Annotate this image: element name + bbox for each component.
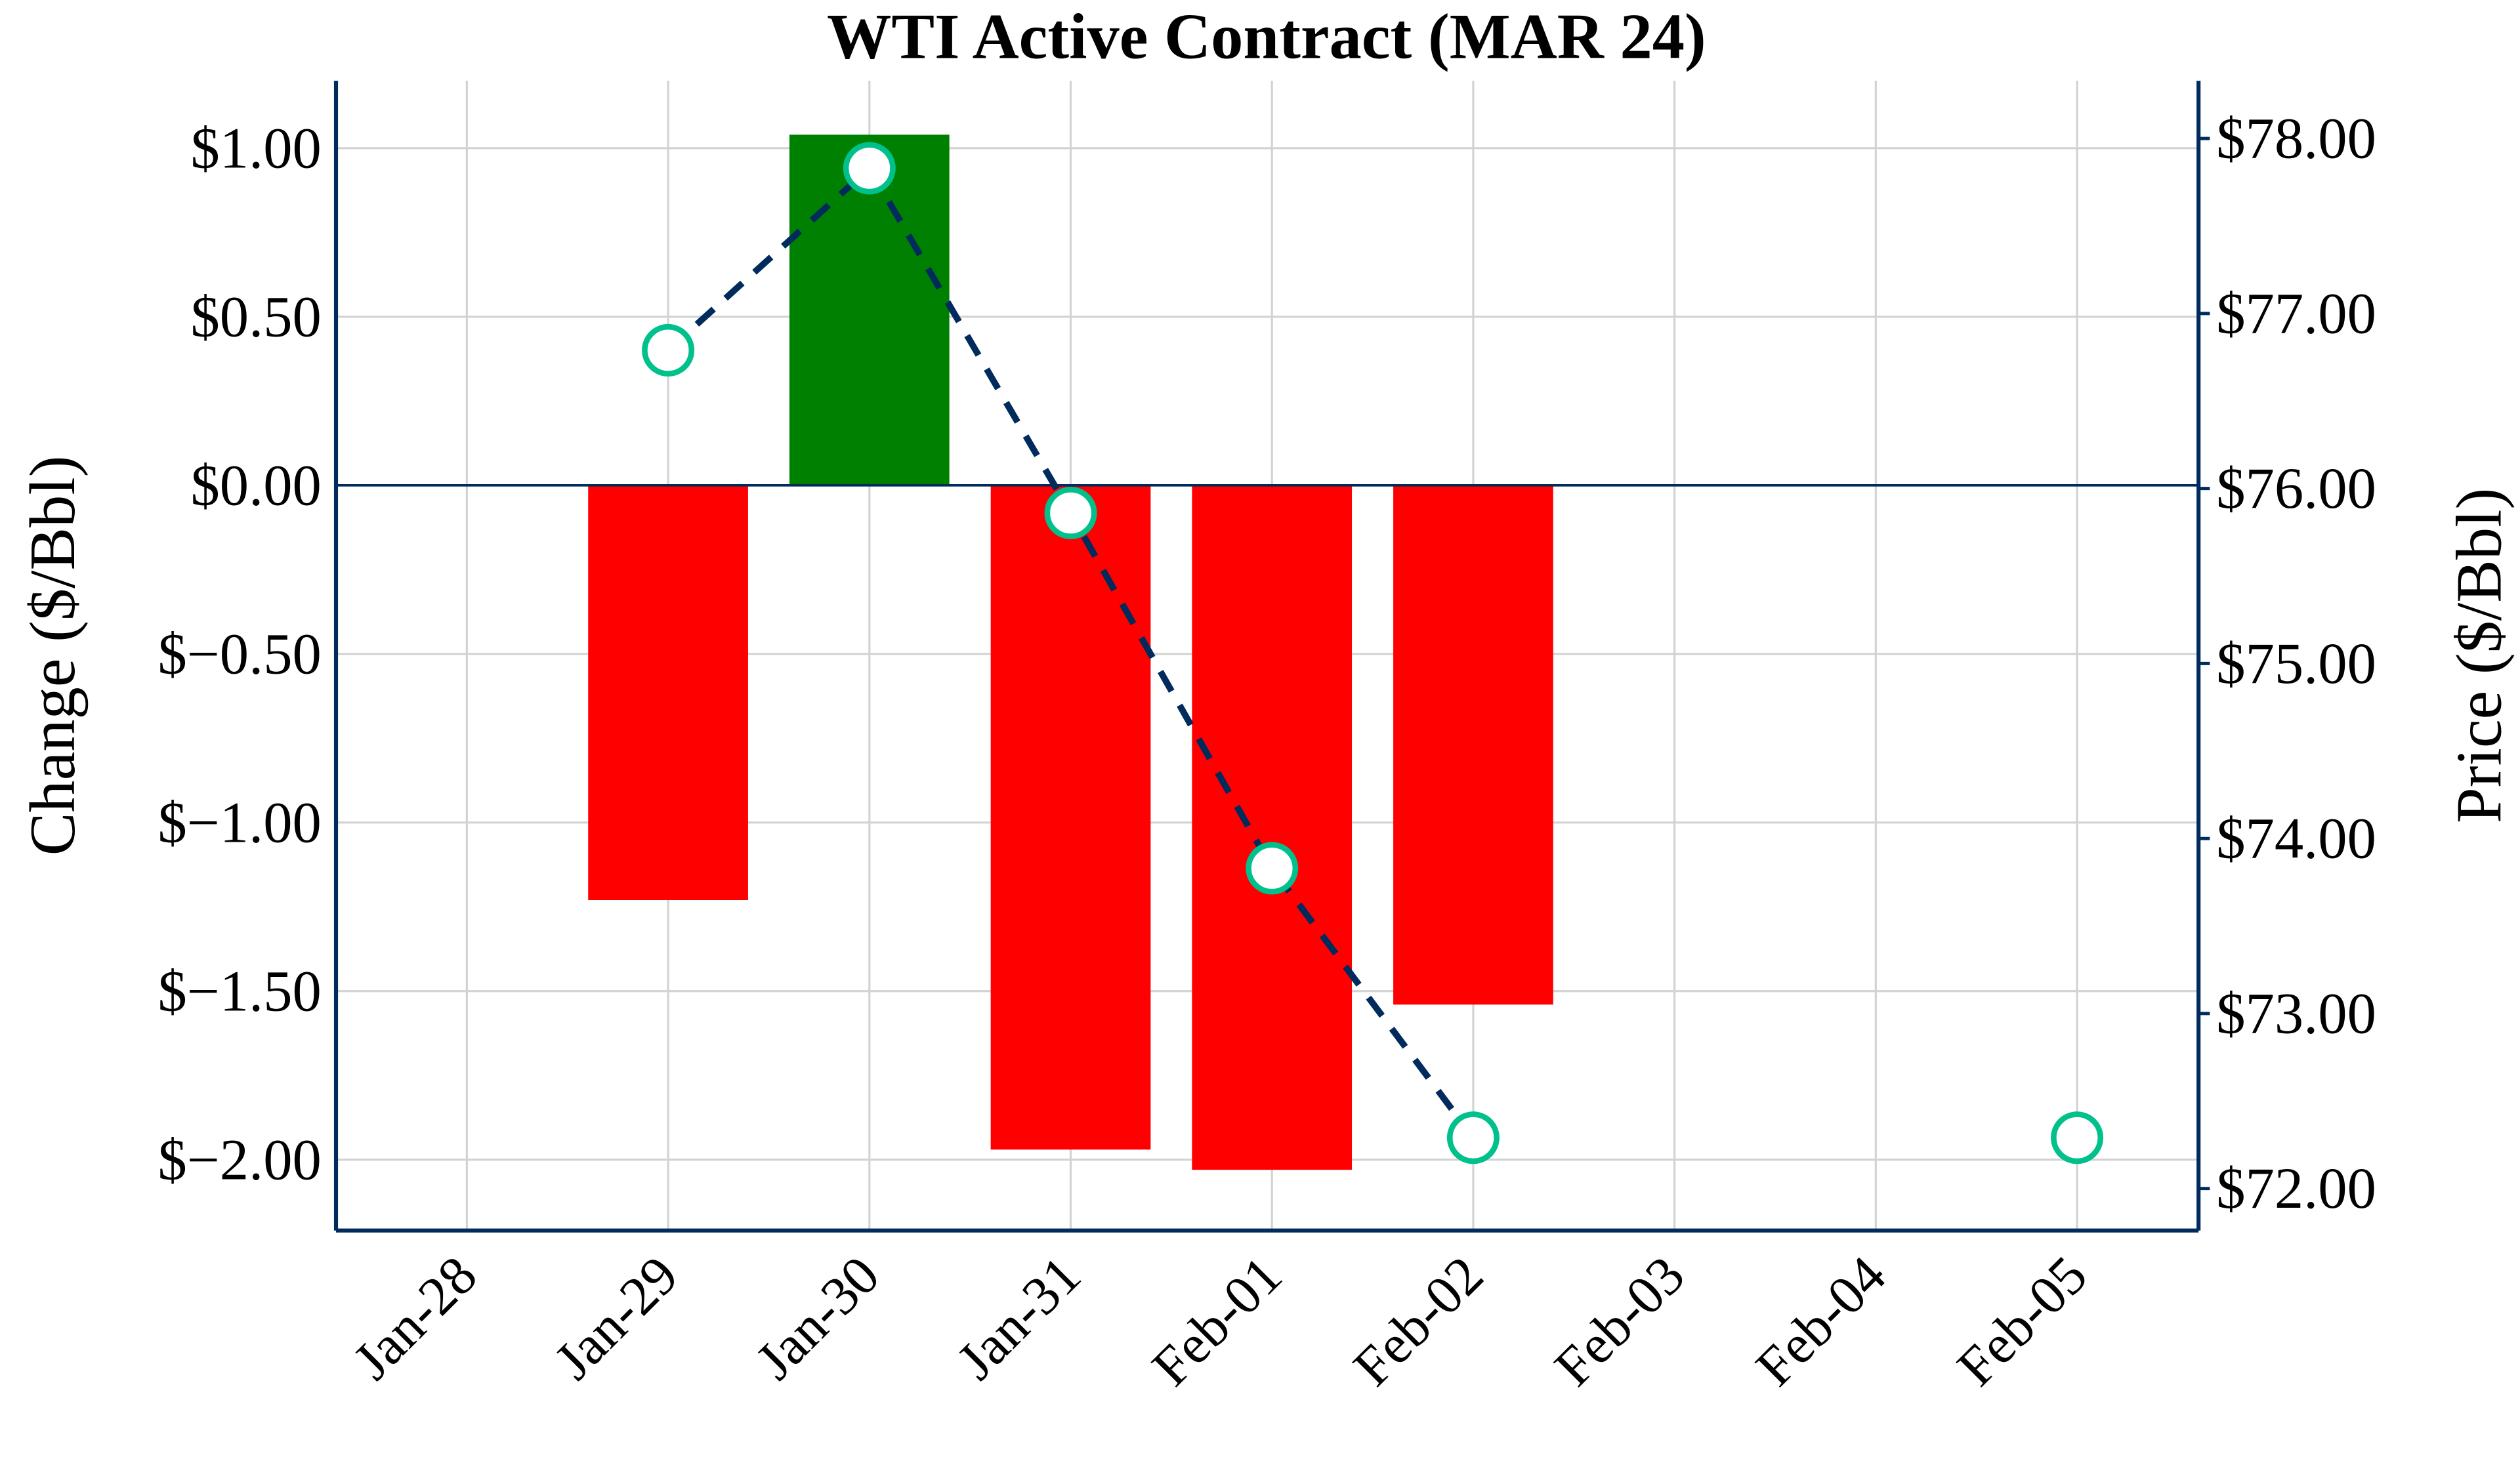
right-tick-label: $73.00 xyxy=(2216,981,2376,1046)
x-tick-label: Feb-02 xyxy=(1342,1244,1495,1397)
chart-title: WTI Active Contract (MAR 24) xyxy=(827,1,1706,73)
x-tick-label: Jan-31 xyxy=(946,1244,1093,1391)
bar-feb-02 xyxy=(1393,485,1553,1005)
price-marker-jan-31 xyxy=(1044,486,1097,539)
x-tick-label: Feb-01 xyxy=(1141,1244,1293,1397)
right-tick-label: $72.00 xyxy=(2216,1157,2376,1221)
price-marker-jan-29 xyxy=(642,323,695,377)
x-tick-label: Feb-03 xyxy=(1543,1244,1696,1397)
right-axis-label: Price ($/Bbl) xyxy=(2443,488,2515,823)
price-marker-feb-05 xyxy=(2051,1111,2104,1164)
left-tick-label: $0.00 xyxy=(190,453,321,518)
x-tick-label: Jan-30 xyxy=(744,1244,891,1391)
left-tick-label: $1.00 xyxy=(190,116,321,180)
right-tick-label: $78.00 xyxy=(2216,107,2376,171)
x-tick-label: Jan-29 xyxy=(543,1244,690,1391)
price-marker-jan-30 xyxy=(843,142,896,195)
left-tick-label: $−0.50 xyxy=(158,622,322,686)
right-tick-labels: $78.00 $77.00 $76.00 $75.00 $74.00 $73.00 $72.… xyxy=(2198,107,2376,1221)
right-tick-label: $74.00 xyxy=(2216,807,2376,871)
x-tick-label: Feb-05 xyxy=(1946,1244,2099,1397)
axes xyxy=(333,81,2201,1233)
bar-jan-31 xyxy=(990,485,1151,1150)
bar-jan-29 xyxy=(588,485,748,901)
x-tick-label: Feb-04 xyxy=(1744,1244,1897,1397)
left-tick-label: $−1.50 xyxy=(158,959,322,1023)
left-tick-labels: $1.00 $0.50 $0.00 $−0.50 $−1.00 $−1.50 $−2.00 xyxy=(158,116,322,1192)
right-tick-label: $77.00 xyxy=(2216,281,2376,346)
x-tick-labels: Jan-28 Jan-29 Jan-30 Jan-31 Feb-01 Feb-02 Feb-… xyxy=(342,1244,2099,1397)
bars xyxy=(588,134,1553,1170)
left-tick-label: $0.50 xyxy=(190,285,321,349)
bar-feb-01 xyxy=(1192,485,1353,1170)
right-tick-label: $76.00 xyxy=(2216,457,2376,521)
left-tick-label: $−2.00 xyxy=(158,1128,322,1192)
right-tick-label: $75.00 xyxy=(2216,632,2376,696)
price-marker-feb-02 xyxy=(1446,1111,1500,1164)
price-marker-feb-01 xyxy=(1246,842,1299,895)
price-markers xyxy=(642,142,2104,1164)
left-tick-label: $−1.00 xyxy=(158,791,322,855)
x-tick-label: Jan-28 xyxy=(342,1244,489,1391)
left-axis-label: Change ($/Bbl) xyxy=(17,456,89,856)
